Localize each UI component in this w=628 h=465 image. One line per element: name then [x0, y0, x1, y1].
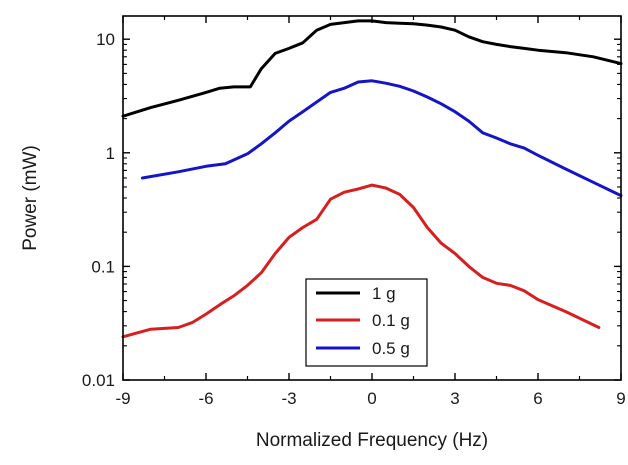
y-axis-title: Power (mW) [20, 145, 41, 251]
x-tick-label: 3 [450, 389, 459, 408]
x-tick-label: 0 [367, 389, 376, 408]
legend-label-0.1g: 0.1 g [372, 311, 410, 330]
x-axis-title: Normalized Frequency (Hz) [256, 430, 488, 451]
x-tick-label: -9 [115, 389, 130, 408]
y-tick-label: 0.01 [82, 371, 115, 390]
x-tick-label: 6 [533, 389, 542, 408]
y-tick-label: 1 [106, 144, 115, 163]
tick-label-layer: -9 -6 -3 0 3 6 9 0.01 0.1 1 10 [82, 30, 626, 408]
y-tick-label: 0.1 [91, 257, 115, 276]
x-tick-label: -6 [198, 389, 213, 408]
series-line-1g [121, 19, 623, 118]
series-line-0.1g [121, 183, 601, 339]
x-tick-label: 9 [616, 389, 625, 408]
legend-label-1g: 1 g [372, 284, 396, 303]
x-tick-label: -3 [281, 389, 296, 408]
tick-layer [122, 16, 622, 381]
y-tick-label: 10 [96, 30, 115, 49]
series-line-0.5g [140, 79, 623, 198]
legend: 1 g 0.1 g 0.5 g [305, 278, 428, 367]
legend-label-0.5g: 0.5 g [372, 339, 410, 358]
